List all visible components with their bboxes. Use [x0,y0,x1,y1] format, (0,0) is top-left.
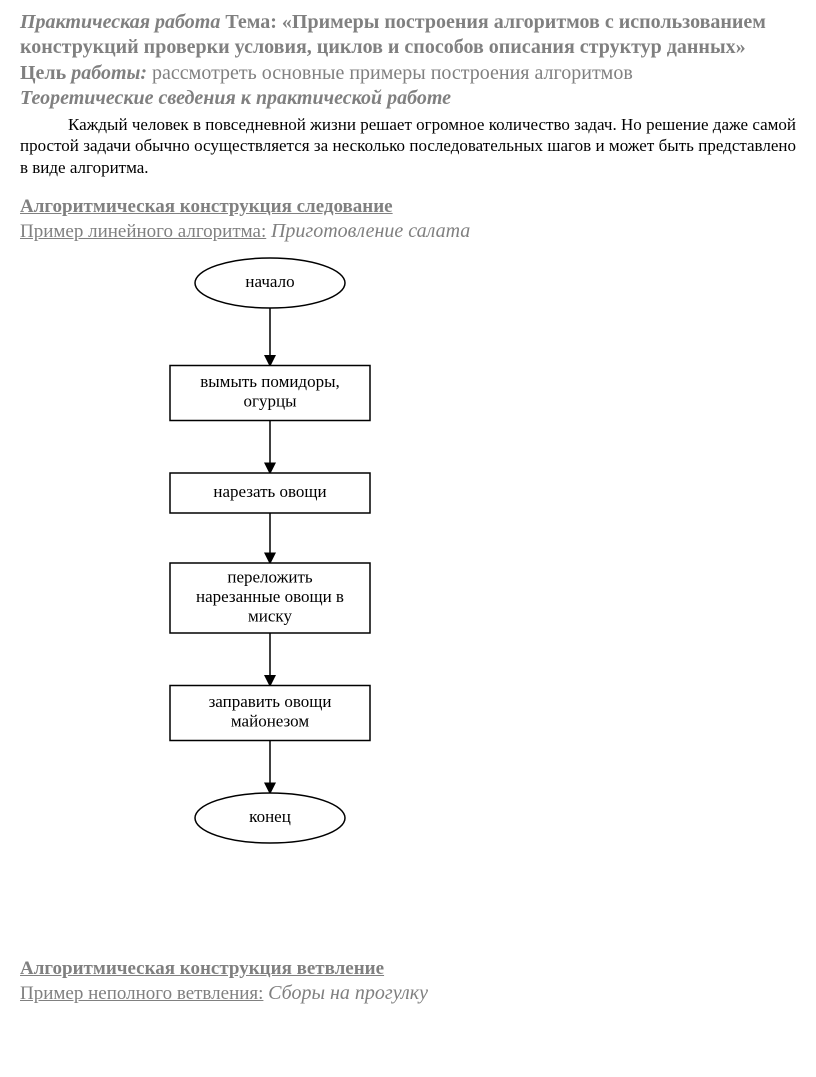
section2-example: Пример неполного ветвления: Сборы на про… [20,982,796,1005]
svg-text:нарезать овощи: нарезать овощи [213,482,326,501]
work-type: Практическая работа [20,11,220,33]
goal-line: Цель работы: рассмотреть основные пример… [20,62,796,85]
topic-label: Тема: [225,11,277,33]
goal-label: Цель [20,62,66,84]
svg-text:нарезанные овощи в: нарезанные овощи в [196,587,344,606]
svg-text:вымыть помидоры,: вымыть помидоры, [200,372,340,391]
svg-text:конец: конец [249,807,291,826]
example-label: Пример линейного алгоритма: [20,221,266,242]
goal-text: рассмотреть основные примеры построения … [152,62,633,84]
example-name-2: Сборы на прогулку [268,982,428,1004]
flowchart-container: начало вымыть помидоры,огурцы нарезать ово… [120,253,796,878]
svg-text:начало: начало [245,272,294,291]
svg-text:заправить овощи: заправить овощи [209,692,332,711]
svg-text:майонезом: майонезом [231,711,309,730]
document-header: Практическая работа Тема: «Примеры постр… [20,10,796,60]
example-name: Приготовление салата [271,220,470,242]
theory-title: Теоретические сведения к практической ра… [20,87,796,110]
svg-text:переложить: переложить [227,567,313,586]
example-label-2: Пример неполного ветвления: [20,983,263,1004]
flowchart-svg: начало вымыть помидоры,огурцы нарезать ово… [120,253,420,873]
theory-body: Каждый человек в повседневной жизни реша… [20,114,796,178]
svg-text:миску: миску [248,606,292,625]
section1-heading: Алгоритмическая конструкция следование [20,196,796,218]
section2-heading: Алгоритмическая конструкция ветвление [20,958,796,980]
section1-example: Пример линейного алгоритма: Приготовлени… [20,220,796,243]
svg-text:огурцы: огурцы [244,391,298,410]
goal-sublabel: работы: [71,62,147,84]
